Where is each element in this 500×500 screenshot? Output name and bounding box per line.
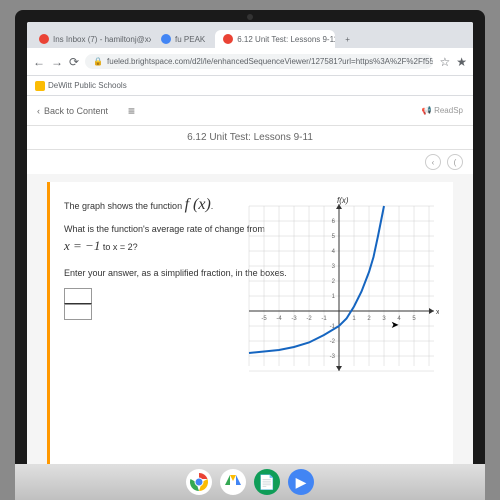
- chevron-left-icon: ‹: [37, 106, 40, 116]
- cursor-icon: ➤: [391, 320, 399, 331]
- bookmark-item[interactable]: DeWitt Public Schools: [35, 81, 127, 91]
- svg-text:2: 2: [367, 316, 371, 322]
- app-icon-3[interactable]: 📄: [254, 469, 280, 495]
- tab-inbox[interactable]: Ins Inbox (7) - hamiltonj@xxx260.co: [31, 30, 151, 48]
- svg-text:3: 3: [332, 264, 336, 270]
- svg-text:2: 2: [332, 279, 336, 285]
- bookmarks-bar: DeWitt Public Schools: [27, 76, 473, 96]
- url-input[interactable]: 🔒fueled.brightspace.com/d2l/le/enhancedS…: [85, 54, 433, 69]
- svg-text:-4: -4: [276, 316, 282, 322]
- page-title: 6.12 Unit Test: Lessons 9-11: [27, 126, 473, 150]
- back-nav-icon[interactable]: ←: [33, 55, 45, 69]
- tab-peak[interactable]: fu PEAK: [153, 30, 213, 48]
- svg-text:-2: -2: [306, 316, 312, 322]
- extensions-icon[interactable]: ★: [456, 55, 467, 69]
- svg-text:-2: -2: [330, 339, 336, 345]
- svg-text:3: 3: [382, 316, 386, 322]
- svg-text:1: 1: [332, 294, 336, 300]
- sub-toolbar: ‹ (: [27, 150, 473, 174]
- peak-icon: [161, 34, 171, 44]
- chrome-app-icon[interactable]: [186, 469, 212, 495]
- svg-text:6: 6: [332, 219, 336, 225]
- bookmark-star-icon[interactable]: ☆: [439, 55, 450, 69]
- prev-question-button[interactable]: ‹: [425, 154, 441, 170]
- new-tab-button[interactable]: +: [337, 31, 358, 48]
- graph-svg: x -5-4-3-2-112345 123456-1-2-3: [239, 196, 439, 376]
- address-bar: ← → ⟳ 🔒fueled.brightspace.com/d2l/le/enh…: [27, 48, 473, 76]
- lock-icon: 🔒: [93, 57, 103, 66]
- svg-text:1: 1: [352, 316, 356, 322]
- chrome-shelf: 📄 ▶: [27, 464, 473, 500]
- forward-nav-icon[interactable]: →: [51, 55, 63, 69]
- fraction-input: [64, 288, 92, 320]
- svg-text:-3: -3: [291, 316, 297, 322]
- svg-text:-1: -1: [330, 324, 336, 330]
- function-graph: f(x) x -5-4-3-2-112345 123456-1-2-3 ➤: [239, 196, 439, 376]
- numerator-input[interactable]: [64, 288, 92, 304]
- d2l-icon: [223, 34, 233, 44]
- question-card: The graph shows the function f (x). What…: [47, 182, 453, 492]
- math-fx: f (x): [185, 196, 211, 213]
- denominator-input[interactable]: [64, 304, 92, 320]
- fx-axis-label: f(x): [337, 196, 349, 205]
- flag-button[interactable]: (: [447, 154, 463, 170]
- drive-icon[interactable]: [220, 469, 246, 495]
- svg-text:-5: -5: [261, 316, 267, 322]
- mail-icon: [39, 34, 49, 44]
- svg-text:-1: -1: [321, 316, 327, 322]
- svg-text:-3: -3: [330, 354, 336, 360]
- tab-active[interactable]: 6.12 Unit Test: Lessons 9-11: [215, 30, 335, 48]
- svg-text:4: 4: [332, 249, 336, 255]
- readspeaker-label: 📢 ReadSp: [422, 106, 463, 115]
- app-icon-4[interactable]: ▶: [288, 469, 314, 495]
- svg-text:x: x: [436, 309, 439, 316]
- math-x-eq: x = −1: [64, 238, 100, 253]
- content-area: The graph shows the function f (x). What…: [27, 174, 473, 500]
- svg-text:5: 5: [412, 316, 416, 322]
- reload-icon[interactable]: ⟳: [69, 55, 79, 69]
- school-icon: [35, 81, 45, 91]
- menu-icon[interactable]: ≡: [128, 104, 135, 118]
- back-to-content-button[interactable]: ‹Back to Content: [37, 106, 108, 116]
- app-header: ‹Back to Content ≡ 📢 ReadSp: [27, 96, 473, 126]
- svg-text:5: 5: [332, 234, 336, 240]
- browser-tabs: Ins Inbox (7) - hamiltonj@xxx260.co fu P…: [27, 22, 473, 48]
